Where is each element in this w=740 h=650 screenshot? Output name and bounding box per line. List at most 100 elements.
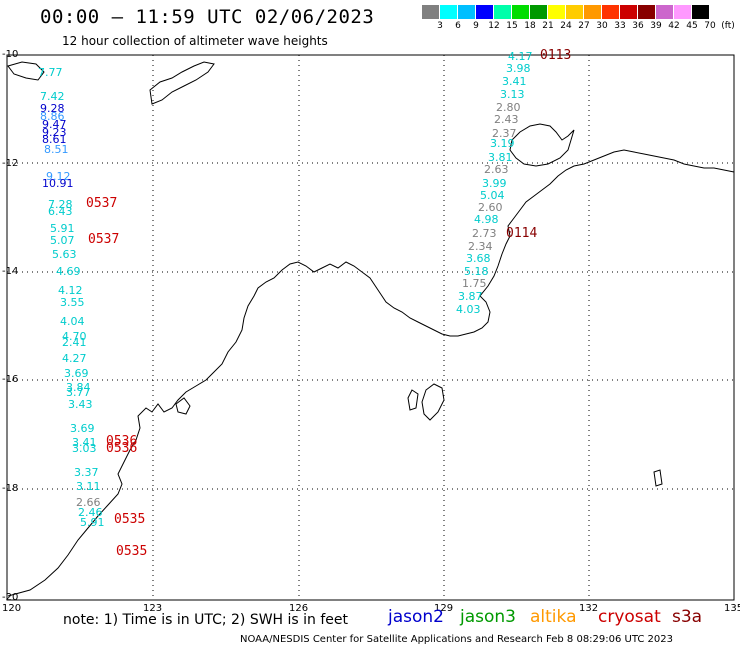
wave-height-value: 4.27 [62, 352, 87, 365]
wave-height-value: 3.69 [70, 422, 95, 435]
latitude-label: -18 [2, 483, 19, 494]
latitude-label: -12 [2, 158, 19, 169]
note-text: note: 1) Time is in UTC; 2) SWH is in fe… [63, 612, 349, 628]
satellite-jason2: jason2 [388, 607, 444, 627]
legend-swatch [458, 5, 476, 19]
legend-swatch [422, 5, 440, 19]
legend-swatch [530, 5, 548, 19]
pass-time-label: 0535 [116, 544, 148, 559]
wave-height-value: 2.46 [78, 506, 103, 519]
legend-label: 27 [578, 21, 590, 31]
wave-height-value: 3.69 [64, 367, 89, 380]
legend-label: 33 [614, 21, 626, 31]
pass-time-label: 0536 [106, 441, 138, 456]
wave-height-value: 10.91 [42, 177, 74, 190]
satellite-altika: altika [530, 607, 577, 627]
latitude-label: -16 [2, 374, 19, 385]
pass-time-label: 0537 [86, 196, 118, 211]
legend-swatch [566, 5, 584, 19]
legend-swatch [476, 5, 494, 19]
wave-height-value: 2.73 [472, 227, 497, 240]
wave-height-value: 9.47 [42, 118, 67, 131]
wave-height-value: 4.17 [508, 50, 533, 63]
wave-height-value: 4.04 [60, 315, 85, 328]
wave-height-value: 2.66 [76, 496, 101, 509]
wave-height-value: 6.43 [48, 205, 73, 218]
legend-label: 6 [455, 21, 461, 31]
wave-height-value: 7.77 [38, 66, 63, 79]
wave-height-value: 9.12 [46, 170, 71, 183]
graticule [7, 55, 734, 600]
wave-height-value: 4.98 [474, 213, 499, 226]
satellite-jason3: jason3 [460, 607, 516, 627]
wave-height-value: 3.41 [502, 75, 527, 88]
legend-label: 3 [437, 21, 443, 31]
color-legend-labels: 3 6 9 12 15 18 21 24 27 30 33 36 39 42 45 70 (ft) [422, 21, 737, 31]
pass-time-label: 0114 [506, 226, 538, 241]
legend-swatch [602, 5, 620, 19]
legend-label: 42 [668, 21, 680, 31]
wave-height-value: 3.77 [66, 386, 91, 399]
legend-label: 21 [542, 21, 554, 31]
legend-label: 45 [686, 21, 698, 31]
legend-swatch [494, 5, 512, 19]
legend-label: (ft) [721, 21, 735, 31]
wave-height-value: 3.81 [488, 151, 513, 164]
satellite-s3a: s3a [672, 607, 703, 627]
longitude-label: 126 [289, 603, 309, 614]
wave-height-value: 1.75 [462, 277, 487, 290]
legend-label: 18 [524, 21, 536, 31]
legend-label: 12 [488, 21, 500, 31]
legend-label: 30 [596, 21, 608, 31]
wave-height-value: 5.04 [480, 189, 505, 202]
pass-time-label: 0537 [88, 232, 120, 247]
latitude-label: -10 [2, 49, 19, 60]
wave-height-value: 5.91 [80, 516, 105, 529]
wave-height-value: 3.98 [506, 62, 531, 75]
wave-height-value: 7.42 [40, 90, 65, 103]
longitude-label: 123 [143, 603, 163, 614]
color-legend [422, 5, 710, 19]
chart-title: 00:00 – 11:59 UTC 02/06/2023 [40, 6, 375, 28]
wave-height-value: 8.86 [40, 110, 65, 123]
wave-height-value: 3.43 [68, 398, 93, 411]
wave-height-value: 3.13 [500, 88, 525, 101]
legend-label: 36 [632, 21, 644, 31]
pass-time-label: 0536 [106, 434, 138, 449]
legend-swatch [440, 5, 458, 19]
wave-height-value: 3.84 [66, 381, 91, 394]
wave-height-value: 4.69 [56, 265, 81, 278]
legend-swatch [638, 5, 656, 19]
legend-swatch [584, 5, 602, 19]
map-frame [6, 54, 735, 601]
legend-label: 9 [473, 21, 479, 31]
wave-height-value: 9.23 [42, 126, 67, 139]
legend-swatch [512, 5, 530, 19]
wave-height-value: 5.63 [52, 248, 77, 261]
legend-swatch [620, 5, 638, 19]
legend-swatch [674, 5, 692, 19]
satellite-cryosat: cryosat [598, 607, 661, 627]
chart-subtitle: 12 hour collection of altimeter wave hei… [62, 34, 328, 48]
wave-height-value: 4.12 [58, 284, 83, 297]
wave-height-value: 7.28 [48, 198, 73, 211]
pass-time-label: 0113 [540, 48, 572, 63]
wave-height-value: 2.63 [484, 163, 509, 176]
wave-height-value: 2.41 [62, 336, 87, 349]
wave-height-value: 3.99 [482, 177, 507, 190]
longitude-label: 135 [724, 603, 740, 614]
longitude-label: 129 [434, 603, 454, 614]
legend-label: 70 [704, 21, 716, 31]
wave-height-value: 5.18 [464, 265, 489, 278]
wave-height-value: 3.19 [490, 137, 515, 150]
legend-swatch [692, 5, 710, 19]
wave-height-value: 4.70 [62, 330, 87, 343]
wave-height-value: 3.03 [72, 442, 97, 455]
wave-height-value: 2.34 [468, 240, 493, 253]
legend-label: 39 [650, 21, 662, 31]
wave-height-value: 2.80 [496, 101, 521, 114]
wave-height-value: 2.43 [494, 113, 519, 126]
wave-height-value: 3.41 [72, 436, 97, 449]
wave-height-value: 8.51 [44, 143, 69, 156]
